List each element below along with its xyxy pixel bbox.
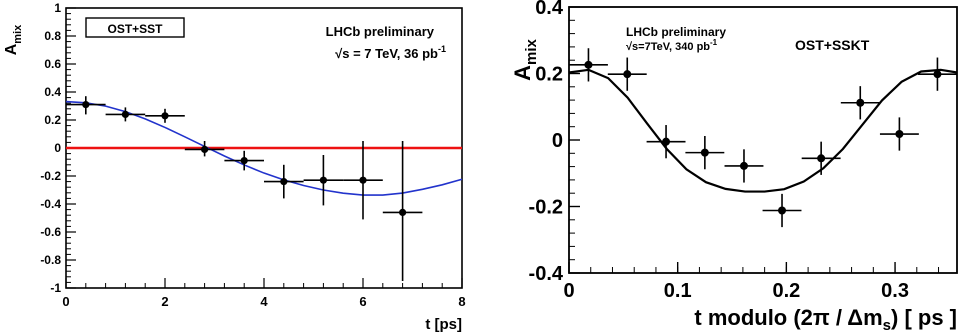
right-x-axis-label-sub: s — [883, 317, 891, 334]
left-data-point — [121, 110, 129, 118]
right-data-point — [739, 161, 748, 170]
right-x-axis-label-end: ) [ ps ] — [891, 305, 957, 330]
right-x-axis-label-main: t modulo (2π / Δm — [694, 305, 882, 330]
left-y-tick-label: -0.8 — [40, 253, 61, 267]
left-x-tick-label: 8 — [458, 294, 465, 309]
left-y-tick-label: 0.8 — [44, 29, 61, 43]
left-axes: 0 2 4 6 8 -1 -0.8 -0.6 -0.4 -0.2 0 0.2 0.4 0.6 0.8 1 — [40, 1, 465, 309]
right-x-tick-label: 0.3 — [881, 280, 909, 302]
left-data-point — [161, 112, 169, 120]
left-legend-label: OST+SST — [107, 22, 163, 36]
right-annotation-experiment: LHCb preliminary — [626, 25, 726, 39]
left-annotation-energy-text: √s = 7 TeV, 36 pb — [335, 46, 438, 61]
right-data-point — [778, 206, 787, 215]
right-x-tick-label: 0.1 — [664, 280, 692, 302]
left-annotation-experiment: LHCb preliminary — [326, 24, 435, 39]
right-x-axis-label: t modulo (2π / Δms) [ ps ] — [694, 305, 957, 334]
left-data-points — [66, 96, 423, 281]
left-y-tick-label: 0.2 — [44, 113, 61, 127]
right-data-point — [817, 154, 826, 163]
left-y-tick-label: -0.6 — [40, 225, 61, 239]
right-axes: 0 0.1 0.2 0.3 -0.4 -0.2 0 0.2 0.4 — [529, 0, 940, 302]
right-fit-curve — [568, 68, 958, 193]
left-chart-panel: 0 2 4 6 8 -1 -0.8 -0.6 -0.4 -0.2 0 0.2 0.4 0.6 0.8 1 OS… — [3, 1, 466, 333]
right-annotation-energy-sup: -1 — [710, 38, 718, 47]
right-y-tick-label: 0.2 — [535, 64, 563, 86]
left-data-point — [319, 176, 327, 184]
right-y-axis-label: Amix — [510, 38, 540, 80]
left-y-tick-label: 0.6 — [44, 57, 61, 71]
left-y-tick-label: -1 — [50, 281, 61, 295]
left-y-tick-label: 0 — [54, 141, 61, 155]
left-annotation-energy: √s = 7 TeV, 36 pb-1 — [335, 44, 446, 61]
left-x-tick-label: 6 — [359, 294, 366, 309]
right-y-tick-label: 0 — [552, 130, 563, 152]
left-y-tick-label: -0.4 — [40, 197, 61, 211]
left-annotation-energy-sup: -1 — [438, 44, 446, 54]
left-x-tick-label: 0 — [62, 294, 69, 309]
left-legend: OST+SST — [85, 17, 185, 38]
left-y-tick-label: -0.2 — [40, 169, 61, 183]
right-y-tick-label: 0.4 — [535, 0, 564, 19]
left-data-point — [359, 176, 367, 184]
left-y-tick-label: 1 — [54, 1, 61, 15]
left-data-point — [280, 178, 288, 186]
right-chart-panel: 0 0.1 0.2 0.3 -0.4 -0.2 0 0.2 0.4 LHCb prelimina… — [510, 0, 958, 334]
right-data-point — [700, 148, 709, 157]
left-x-axis-label: t [ps] — [425, 316, 462, 333]
right-data-point — [623, 70, 632, 79]
left-x-tick-label: 2 — [161, 294, 168, 309]
left-data-point — [399, 208, 407, 216]
right-data-point — [895, 130, 904, 139]
left-y-axis-label: Amix — [3, 24, 24, 55]
left-legend-box — [85, 17, 185, 38]
right-y-tick-label: -0.2 — [529, 197, 563, 219]
right-series-label: OST+SSKT — [795, 37, 870, 53]
right-data-point — [584, 60, 593, 69]
right-y-tick-label: -0.4 — [529, 263, 564, 285]
left-y-tick-label: 0.4 — [44, 85, 61, 99]
right-annotation-energy: √s=7TeV, 340 pb-1 — [626, 38, 718, 53]
right-data-point — [662, 137, 671, 146]
left-y-axis-label-main: A — [3, 43, 20, 55]
left-y-axis-label-sub: mix — [12, 24, 24, 44]
right-data-point — [933, 70, 942, 79]
right-x-tick-label: 0 — [563, 280, 574, 302]
left-data-point — [240, 157, 248, 165]
left-x-tick-label: 4 — [260, 294, 268, 309]
right-data-point — [856, 98, 865, 107]
right-data-points — [569, 48, 957, 228]
right-x-tick-label: 0.2 — [772, 280, 800, 302]
right-annotation-energy-text: √s=7TeV, 340 pb — [626, 41, 710, 53]
right-y-axis-label-sub: mix — [523, 38, 540, 65]
left-data-point — [201, 145, 209, 153]
left-data-point — [82, 101, 90, 109]
right-y-axis-label-main: A — [510, 65, 535, 81]
